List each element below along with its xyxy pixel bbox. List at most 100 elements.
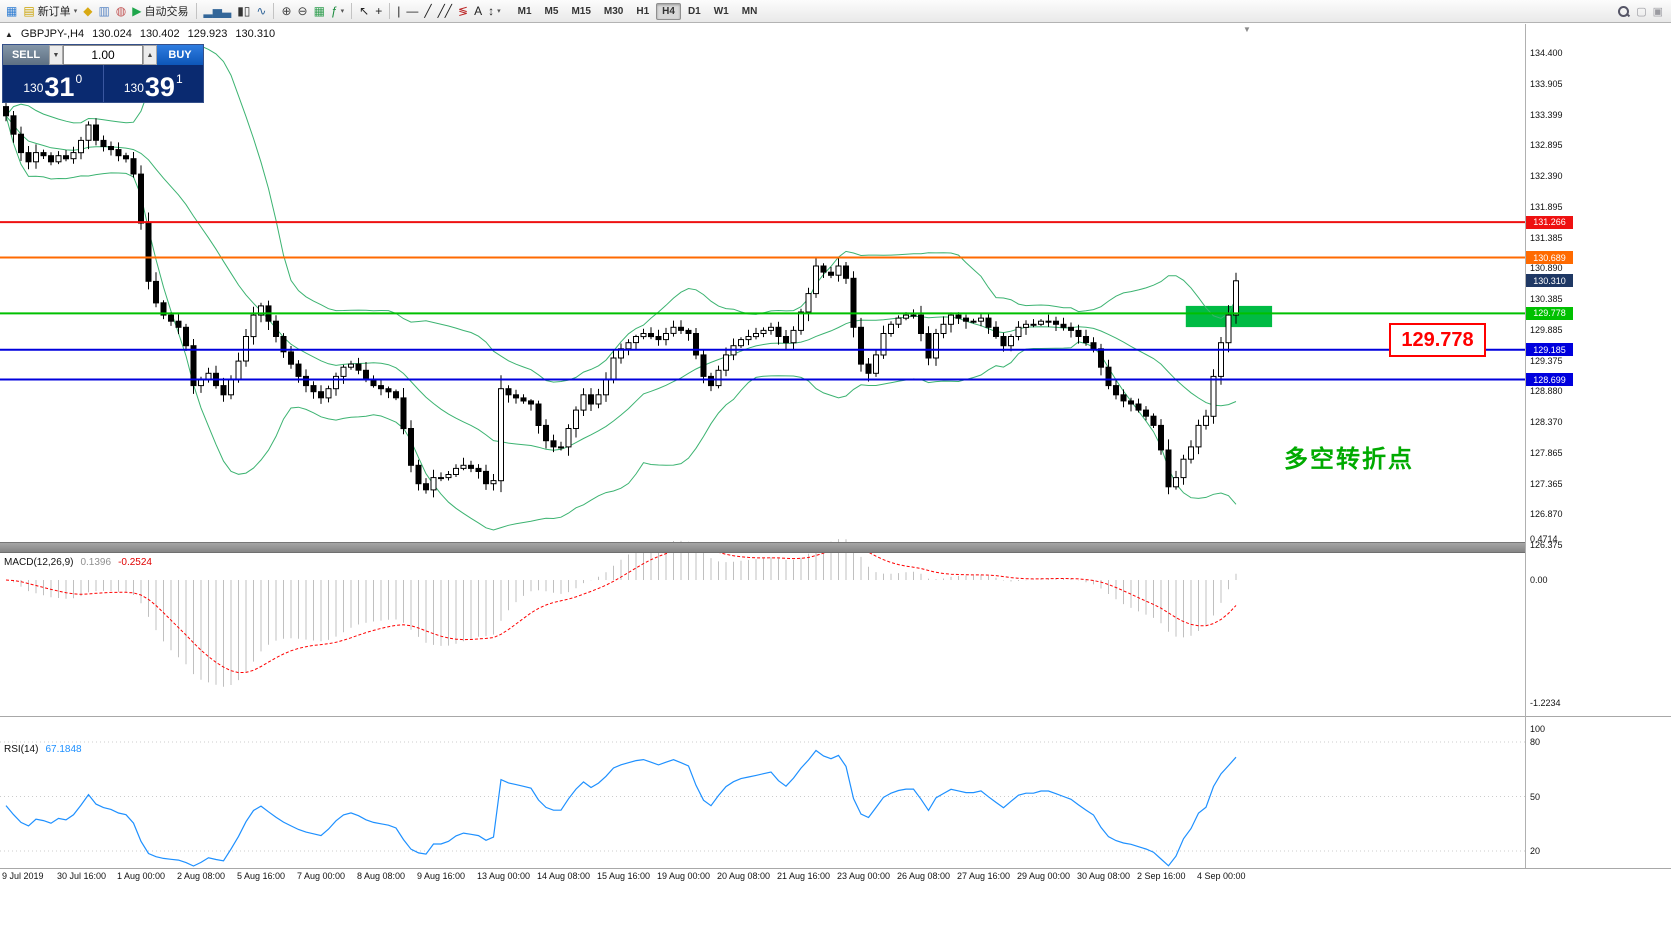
- timeframe-h4-button[interactable]: H4: [656, 2, 681, 20]
- candle-body: [783, 336, 789, 344]
- line-chart-type-icon-button[interactable]: ∿: [253, 2, 269, 21]
- timeframe-m15-button[interactable]: M15: [571, 5, 591, 17]
- candle-body: [1098, 348, 1104, 368]
- candle-body: [1225, 314, 1232, 344]
- profiles-icon-button[interactable]: ▥: [95, 2, 112, 21]
- timeframe-m5-button[interactable]: M5: [544, 5, 559, 17]
- candle-body: [918, 314, 924, 335]
- chevron-down-icon: ▾: [340, 8, 345, 15]
- candle-body: [588, 394, 594, 405]
- new-order-button-button[interactable]: ▤ 新订单 ▾: [20, 2, 80, 21]
- time-axis-label: 9 Jul 2019: [2, 871, 44, 881]
- volume-increase-button[interactable]: ▲: [143, 45, 157, 65]
- candle-body: [123, 155, 129, 160]
- tile-windows-icon-button[interactable]: ▦: [311, 2, 328, 21]
- timeframe-mn-button[interactable]: MN: [741, 5, 758, 17]
- crosshair-icon-button[interactable]: +: [372, 2, 385, 21]
- candle-body: [535, 403, 542, 426]
- candle-body: [880, 333, 887, 356]
- candle-body: [430, 477, 437, 491]
- autotrading-button-label: 自动交易: [144, 6, 189, 18]
- cursor-icon-button[interactable]: ↖: [356, 2, 372, 21]
- chart-ohlc-header: ▲ GBPJPY-,H4 130.024 130.402 129.923 130…: [5, 28, 275, 40]
- candlestick-chart-type-icon-button[interactable]: ▮▯: [234, 2, 253, 21]
- candle-body: [940, 323, 947, 334]
- candle-body: [468, 464, 474, 469]
- price-axis-label: 128.370: [1530, 417, 1563, 427]
- volume-decrease-button[interactable]: ▼: [49, 45, 63, 65]
- search-icon[interactable]: [1617, 5, 1630, 18]
- fibonacci-icon-button[interactable]: ≶: [455, 2, 471, 21]
- bar-chart-type-icon-button[interactable]: ▂▅▃: [201, 2, 235, 21]
- candle-body: [768, 326, 774, 331]
- crosshair-icon: +: [375, 4, 383, 18]
- trendline-icon-button[interactable]: ╱: [421, 2, 434, 21]
- favorites-icon-button[interactable]: ◆: [80, 2, 95, 21]
- buy-price-display[interactable]: 130 39 1: [104, 65, 204, 102]
- timeframe-h1-button[interactable]: H1: [636, 5, 650, 17]
- toolbar-left-group: ▦ ▤ 新订单 ▾ ◆ ▥ ◍ ▶ 自动交易 ▂▅▃ ▮▯ ∿ ⊕ ⊖ ▦ ƒ ▾ ↖ + | — ╱ ╱╱ ≶ A ↕ ▾: [3, 2, 504, 21]
- fullscreen-icon[interactable]: ▣: [1652, 5, 1663, 18]
- chart-shift-marker-icon[interactable]: ▼: [1243, 25, 1251, 34]
- candle-body: [378, 385, 384, 390]
- timeframe-w1-button[interactable]: W1: [713, 5, 729, 17]
- sell-price-prefix: 130: [23, 81, 44, 95]
- support-line-blue-1-price-badge: 129.185: [1526, 343, 1573, 357]
- candle-body: [745, 336, 752, 341]
- zoom-in-icon-button[interactable]: ⊕: [278, 2, 294, 21]
- candle-body: [1053, 320, 1059, 325]
- buy-price-prefix: 130: [123, 81, 144, 95]
- vertical-line-icon: |: [397, 4, 401, 18]
- arrows-icon-button[interactable]: ↕ ▾: [485, 2, 504, 21]
- buy-button[interactable]: BUY: [157, 45, 203, 65]
- bar-chart-type-icon: ▂▅▃: [203, 4, 232, 18]
- indicators-icon-button[interactable]: ƒ ▾: [328, 2, 347, 21]
- one-click-trading-panel: SELL ▼ 1.00 ▲ BUY 130 31 0 130 39 1: [2, 44, 204, 103]
- channel-icon-button[interactable]: ╱╱: [435, 2, 455, 21]
- zoom-in-icon: ⊕: [281, 4, 292, 18]
- horizontal-line-icon-button[interactable]: —: [403, 2, 421, 21]
- timeframe-m30-button[interactable]: M30: [603, 5, 624, 17]
- app-icon-button[interactable]: ▦: [3, 2, 20, 21]
- timeframe-m1-button[interactable]: M1: [517, 5, 532, 17]
- volume-input[interactable]: 1.00: [63, 45, 143, 65]
- time-axis-label: 2 Sep 16:00: [1137, 871, 1186, 881]
- text-icon-button[interactable]: A: [471, 2, 485, 21]
- candle-body: [1165, 449, 1172, 488]
- sell-price-display[interactable]: 130 31 0: [3, 65, 103, 102]
- autotrading-button-button[interactable]: ▶ 自动交易: [129, 2, 191, 21]
- vertical-line-icon-button[interactable]: |: [394, 2, 403, 21]
- app-icon: ▦: [6, 4, 18, 18]
- candle-body: [93, 124, 99, 141]
- market-watch-icon-button[interactable]: ◍: [113, 2, 129, 21]
- price-alert-label[interactable]: 129.778: [1389, 323, 1486, 357]
- candle-body: [663, 333, 669, 341]
- candle-body: [235, 360, 242, 381]
- candle-body: [453, 467, 459, 475]
- autotrading-button: ▶: [132, 4, 142, 18]
- zoom-out-icon-button[interactable]: ⊖: [295, 2, 311, 21]
- price-axis-label: 133.399: [1530, 109, 1563, 120]
- candle-body: [955, 314, 962, 319]
- toolbar-separator: [273, 3, 275, 19]
- candle-body: [483, 470, 489, 485]
- timeframe-d1-button[interactable]: D1: [687, 5, 701, 17]
- price-axis-label: 133.905: [1530, 78, 1563, 89]
- candle-body: [25, 152, 32, 163]
- chart-canvas[interactable]: [0, 23, 1671, 946]
- macd-axis-label: 0.4714: [1530, 534, 1558, 544]
- horizontal-line-icon: —: [406, 4, 419, 18]
- time-axis-label: 19 Aug 00:00: [657, 871, 711, 881]
- time-axis-label: 4 Sep 00:00: [1197, 871, 1246, 881]
- zoom-out-icon: ⊖: [297, 4, 308, 18]
- ohlc-low: 129.923: [187, 28, 228, 40]
- sell-button[interactable]: SELL: [3, 45, 49, 65]
- panel-splitter[interactable]: [0, 542, 1525, 553]
- tile-windows-icon: ▦: [313, 4, 325, 18]
- price-axis-label: 132.390: [1530, 171, 1563, 181]
- timeframe-toolbar: M1 M5 M15 M30 H1 H4 D1 W1 MN: [512, 2, 764, 20]
- price-axis-label: 131.385: [1530, 232, 1563, 243]
- candle-body: [48, 155, 54, 163]
- chart-window-icon[interactable]: ▢: [1636, 5, 1647, 18]
- price-axis-label: 127.365: [1530, 478, 1563, 489]
